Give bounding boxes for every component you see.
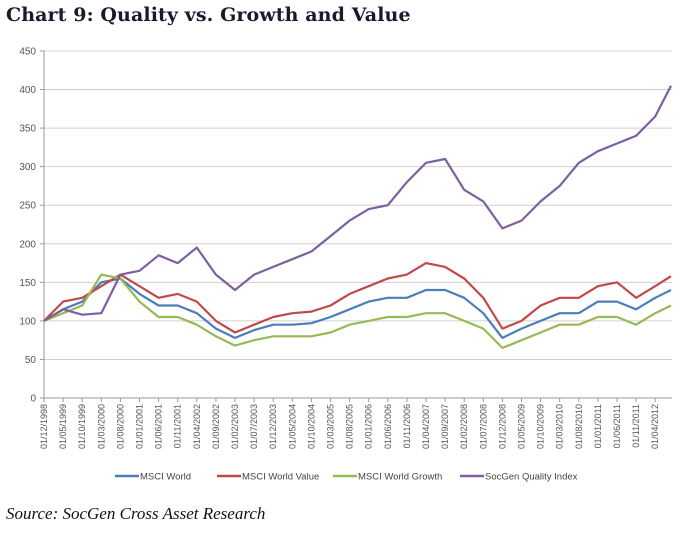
y-tick-label: 100 — [19, 316, 36, 327]
legend-label: MSCI World Value — [242, 472, 319, 483]
x-tick-label: 01/05/1999 — [58, 404, 68, 449]
x-tick-label: 01/06/2006 — [383, 404, 393, 449]
x-tick-label: 01/09/2002 — [211, 404, 221, 449]
x-tick-label: 01/11/2006 — [402, 404, 412, 448]
x-tick-label: 01/10/1999 — [77, 404, 87, 449]
x-tick-label: 01/06/2011 — [612, 404, 622, 448]
y-tick-label: 450 — [19, 47, 36, 58]
x-tick-label: 01/01/2001 — [135, 404, 145, 449]
x-tick-label: 01/03/2010 — [555, 404, 565, 449]
x-tick-label: 01/04/2002 — [192, 404, 202, 449]
x-tick-label: 01/11/2001 — [173, 404, 183, 448]
legend-item: MSCI World Value — [217, 472, 319, 483]
x-tick-label: 01/12/1998 — [39, 404, 49, 449]
x-tick-label: 01/05/2009 — [517, 404, 527, 449]
x-tick-label: 01/02/2008 — [459, 404, 469, 449]
legend-item: MSCI World Growth — [333, 472, 442, 483]
series-line-msci-world — [43, 277, 672, 339]
x-tick-label: 01/05/2004 — [287, 404, 297, 449]
x-tick-label: 01/09/2007 — [440, 404, 450, 449]
series-lines — [43, 85, 672, 349]
chart-title: Chart 9: Quality vs. Growth and Value — [6, 4, 411, 26]
legend: MSCI World MSCI World Value MSCI World Gro… — [115, 472, 578, 483]
x-tick-label: 01/06/2001 — [154, 404, 164, 449]
x-axis: 01/12/1998 01/05/1999 01/10/1999 01/03/2000… — [39, 397, 672, 449]
x-tick-label: 01/07/2003 — [249, 404, 259, 449]
y-tick-label: 200 — [19, 239, 36, 250]
y-tick-label: 50 — [25, 355, 37, 366]
x-tick-label: 01/04/2007 — [421, 404, 431, 449]
x-tick-label: 01/08/2010 — [574, 404, 584, 449]
series-line-socgen-quality-index — [43, 85, 672, 322]
x-tick-label: 01/01/2011 — [593, 404, 603, 448]
x-tick-label: 01/03/2005 — [326, 404, 336, 449]
x-tick-label: 01/12/2008 — [497, 404, 507, 449]
legend-item: MSCI World — [115, 472, 191, 483]
legend-item: SocGen Quality Index — [460, 472, 578, 483]
source-note: Source: SocGen Cross Asset Research — [6, 504, 266, 523]
x-tick-label: 01/08/2005 — [345, 404, 355, 449]
legend-label: MSCI World Growth — [358, 472, 442, 483]
x-tick-label: 01/07/2008 — [478, 404, 488, 449]
series-line-msci-world-growth — [43, 273, 672, 349]
y-tick-label: 300 — [19, 162, 36, 173]
x-tick-label: 01/11/2011 — [631, 404, 641, 448]
y-tick-label: 400 — [19, 85, 36, 96]
gridlines — [44, 50, 672, 360]
legend-label: MSCI World — [140, 472, 191, 483]
x-tick-label: 01/01/2006 — [364, 404, 374, 449]
x-tick-label: 01/03/2000 — [96, 404, 106, 449]
x-tick-label: 01/04/2012 — [650, 404, 660, 449]
x-tick-label: 01/10/2004 — [306, 404, 316, 449]
y-tick-label: 250 — [19, 201, 36, 212]
legend-label: SocGen Quality Index — [485, 472, 578, 483]
x-tick-label: 01/02/2003 — [230, 404, 240, 449]
y-tick-label: 350 — [19, 124, 36, 135]
series-line-msci-world-value — [43, 262, 672, 334]
x-tick-label: 01/12/2003 — [268, 404, 278, 449]
y-axis: 0 50 100 150 200 250 300 350 400 450 — [19, 47, 45, 405]
x-tick-label: 01/10/2009 — [536, 404, 546, 449]
y-tick-label: 0 — [30, 394, 36, 405]
x-tick-label: 01/08/2000 — [115, 404, 125, 449]
y-tick-label: 150 — [19, 278, 36, 289]
